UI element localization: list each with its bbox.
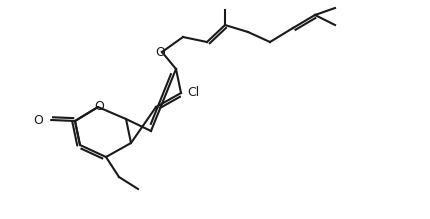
Text: O: O — [33, 113, 43, 127]
Text: O: O — [155, 46, 165, 58]
Text: Cl: Cl — [187, 85, 199, 99]
Text: O: O — [94, 99, 104, 113]
